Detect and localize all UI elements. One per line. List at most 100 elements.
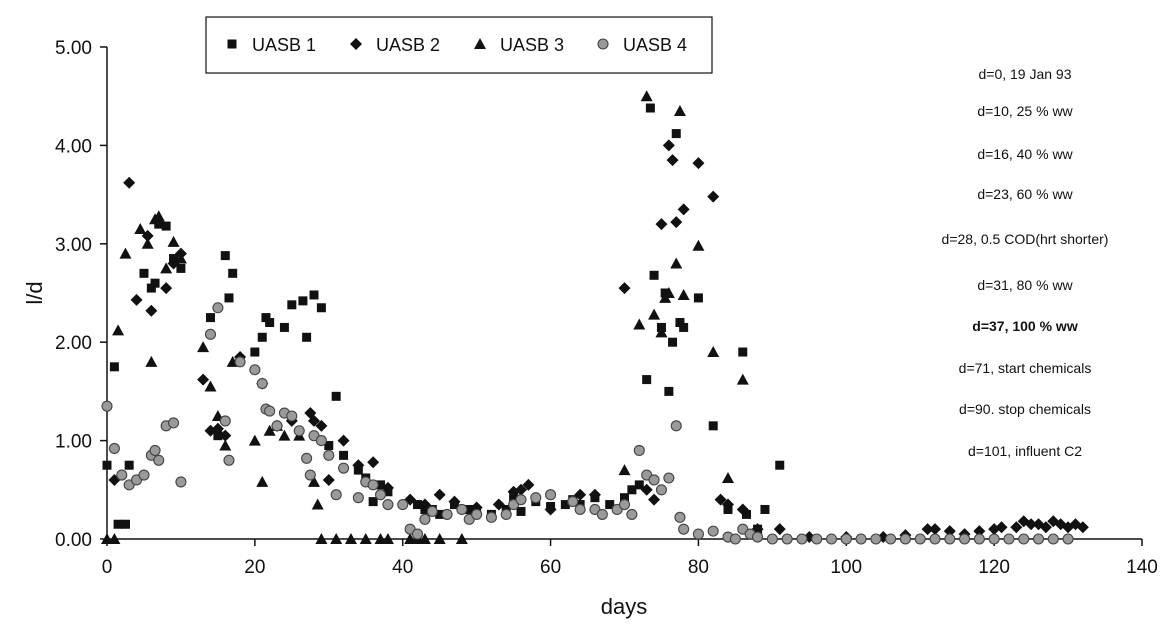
series-uasb-1 (102, 103, 785, 534)
data-point (249, 364, 261, 376)
data-point (500, 508, 512, 520)
data-point (692, 239, 705, 251)
annotation-list: d=0, 19 Jan 93 d=10, 25 % ww d=16, 40 % ww… (942, 66, 1109, 459)
x-tick-label: 60 (540, 557, 561, 578)
data-point (455, 533, 468, 544)
data-point (160, 282, 173, 295)
data-point (337, 434, 350, 447)
annotation-text: d=71, start chemicals (959, 360, 1092, 376)
data-point (161, 221, 171, 231)
data-points (101, 90, 1089, 545)
data-point (655, 326, 668, 338)
data-point (464, 504, 474, 514)
data-point (308, 475, 320, 487)
series-uasb-2 (108, 139, 1089, 544)
legend-marker (474, 38, 486, 49)
annotation-text: d=23, 60 % ww (977, 186, 1073, 202)
data-point (674, 511, 686, 523)
x-tick-label: 120 (978, 557, 1010, 578)
data-point (324, 441, 334, 451)
x-tick-label: 40 (392, 557, 413, 578)
legend-item: UASB 3 (474, 35, 564, 55)
data-point (545, 489, 557, 501)
data-point (741, 509, 751, 519)
data-point (134, 223, 147, 235)
data-point (278, 429, 291, 441)
data-point (152, 210, 165, 222)
data-point (929, 523, 941, 536)
data-point (167, 417, 180, 429)
data-point (367, 456, 380, 469)
y-axis-title: l/d (22, 281, 47, 304)
data-point (560, 500, 570, 510)
data-point (1076, 521, 1089, 534)
data-point (426, 505, 438, 517)
data-point (574, 488, 587, 501)
data-point (448, 495, 461, 508)
data-point (645, 103, 655, 113)
data-point (736, 503, 749, 516)
data-point (648, 474, 660, 486)
data-point (219, 429, 232, 442)
data-point (204, 380, 217, 392)
data-point (112, 324, 125, 336)
data-point (959, 533, 971, 545)
data-point (855, 533, 867, 545)
data-point (108, 533, 121, 544)
data-point (146, 283, 156, 293)
data-point (298, 296, 308, 306)
legend-label: UASB 4 (623, 35, 687, 55)
legend-box (205, 16, 713, 74)
data-point (626, 508, 638, 520)
data-point (160, 262, 173, 274)
data-point (339, 450, 349, 460)
data-point (376, 480, 386, 490)
data-point (315, 533, 328, 544)
data-point (1003, 533, 1015, 545)
data-point (707, 346, 720, 358)
data-point (224, 293, 234, 303)
data-point (825, 533, 838, 545)
data-point (796, 533, 808, 545)
annotation-text: d=90. stop chemicals (959, 401, 1091, 417)
series-uasb-4 (101, 302, 1074, 545)
data-point (124, 460, 134, 470)
data-point (485, 511, 497, 523)
data-point (752, 531, 764, 543)
annotation-text: d=0, 19 Jan 93 (978, 66, 1071, 82)
data-point (256, 377, 268, 390)
data-point (649, 270, 659, 280)
data-point (264, 405, 276, 417)
data-point (456, 503, 468, 516)
data-point (120, 519, 130, 529)
data-point (707, 525, 719, 537)
data-point (627, 485, 637, 495)
data-point (673, 104, 686, 116)
data-point (973, 533, 985, 545)
data-point (642, 375, 652, 385)
data-point (322, 473, 335, 486)
data-point (781, 533, 793, 545)
x-tick-label: 80 (688, 557, 709, 578)
data-point (265, 318, 275, 328)
data-point (197, 373, 210, 386)
data-point (367, 479, 379, 491)
data-point (640, 90, 653, 102)
data-point (145, 304, 158, 317)
data-point (109, 362, 119, 372)
data-point (101, 400, 113, 412)
axis-ticks: 0 20 40 60 80 100 120 140 0.00 1.00 2.00 3.00 4.00 5.… (55, 38, 1158, 578)
data-point (315, 435, 327, 447)
data-point (634, 480, 644, 490)
data-point (382, 499, 394, 511)
data-point (397, 499, 409, 511)
data-point (293, 425, 305, 437)
y-tick-label: 4.00 (55, 136, 92, 157)
data-point (116, 469, 128, 481)
data-point (678, 523, 690, 535)
data-point (670, 257, 683, 269)
data-point (248, 434, 261, 446)
data-point (605, 500, 615, 510)
data-point (492, 498, 505, 511)
